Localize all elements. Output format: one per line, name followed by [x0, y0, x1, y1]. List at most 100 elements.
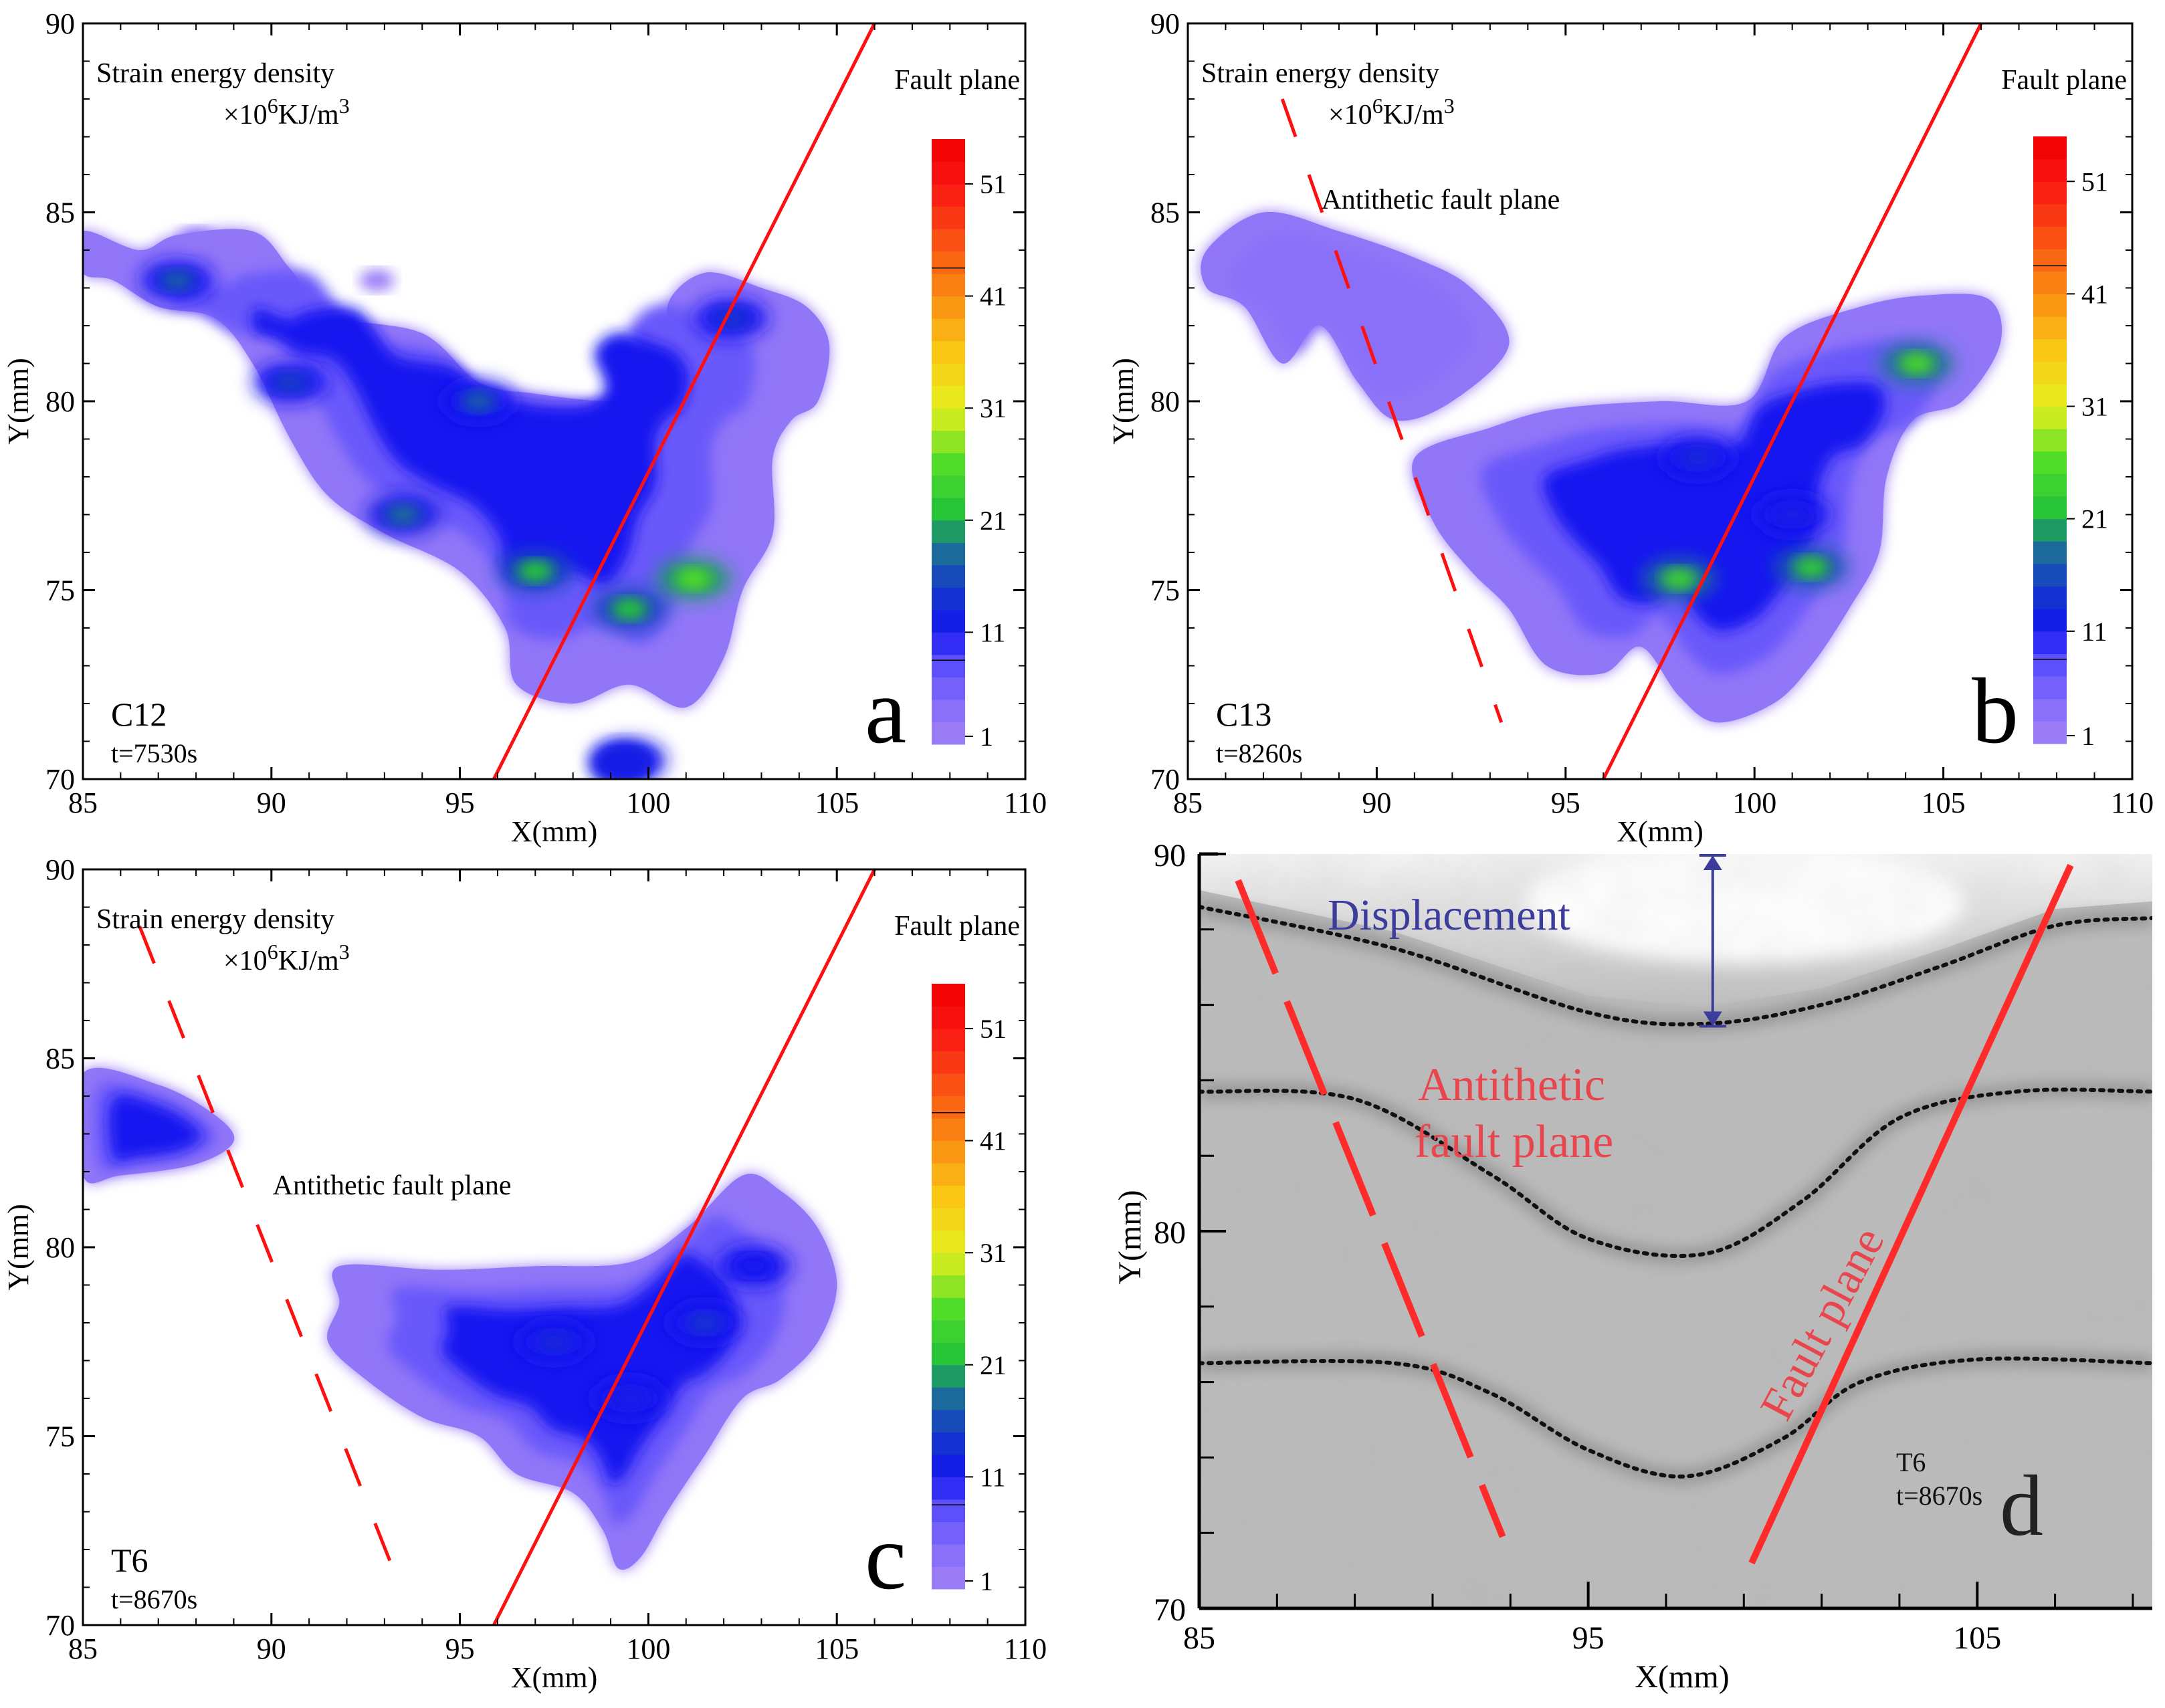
colorbar-band	[2033, 158, 2067, 182]
colorbar-band	[932, 1208, 965, 1231]
contour-band	[251, 307, 689, 585]
colorbar-tick-label: 51	[980, 169, 1007, 199]
unit-mid: KJ/m	[278, 100, 339, 130]
colorbar-band	[932, 1566, 965, 1590]
specimen-label: C13	[1216, 696, 1271, 733]
antithetic-label-line2: fault plane	[1415, 1116, 1613, 1168]
colorbar-band	[932, 475, 965, 498]
x-tick-label: 90	[257, 1632, 286, 1665]
x-tick-label: 95	[445, 1632, 475, 1665]
time-label: t=8260s	[1216, 738, 1302, 768]
colorbar-band	[2033, 271, 2067, 294]
hotspot-core	[536, 1331, 572, 1353]
colorbar-band	[2033, 473, 2067, 497]
colorbar-band	[932, 1275, 965, 1298]
colorbar-band	[932, 1140, 965, 1164]
colorbar-tick-label: 31	[2081, 392, 2108, 422]
hotspot-core	[1899, 352, 1935, 375]
colorbar-tick-label: 41	[980, 1126, 1007, 1156]
colorbar-band	[2033, 361, 2067, 385]
unit-exponent: 3	[339, 94, 350, 118]
colorbar-band	[932, 274, 965, 297]
colorbar-title: Strain energy density	[96, 58, 334, 89]
y-tick-label: 75	[45, 1420, 75, 1453]
colorbar-band	[932, 161, 965, 185]
colorbar-band	[2033, 676, 2067, 700]
x-tick-label: 90	[1362, 786, 1391, 819]
colorbar-tick-label: 1	[980, 722, 993, 752]
colorbar-band	[2033, 653, 2067, 677]
colorbar-band	[2033, 383, 2067, 407]
colorbar-band	[932, 1543, 965, 1567]
hotspot-core	[461, 391, 496, 412]
colorbar-band	[932, 139, 965, 163]
interface-line	[1199, 904, 2152, 1027]
antithetic-fault-line	[1235, 879, 1506, 1538]
colorbar-band	[2033, 541, 2067, 564]
hotspot-core	[612, 598, 647, 620]
colorbar-tick-label: 31	[980, 393, 1007, 423]
colorbar-band	[932, 1432, 965, 1455]
unit-label: ×106KJ/m3	[223, 940, 350, 976]
hotspot-core	[159, 270, 195, 292]
colorbar-band	[932, 722, 965, 745]
y-tick-label: 80	[45, 1231, 75, 1264]
colorbar-band	[932, 385, 965, 409]
x-axis-label: X(mm)	[1617, 815, 1704, 848]
interface-line	[1199, 1356, 2152, 1479]
colorbar-tick-label: 21	[980, 506, 1007, 536]
y-tick-label: 70	[1150, 763, 1180, 796]
unit-mid: KJ/m	[278, 946, 339, 976]
colorbar-tick-label: 1	[2081, 721, 2095, 751]
y-tick-label: 90	[45, 853, 75, 886]
colorbar-band	[2033, 631, 2067, 654]
colorbar-band	[932, 1297, 965, 1321]
y-tick-label: 70	[45, 1609, 75, 1642]
colorbar-band	[932, 251, 965, 274]
colorbar-band	[932, 1095, 965, 1119]
colorbar-band	[2033, 698, 2067, 722]
hotspot-core	[612, 1388, 647, 1409]
antithetic-label-line1: Antithetic	[1418, 1059, 1605, 1111]
colorbar-band	[932, 296, 965, 319]
antithetic-fault-label: Antithetic fault plane	[1321, 185, 1560, 215]
colorbar-band	[932, 1118, 965, 1142]
colorbar-band	[932, 587, 965, 611]
colorbar-tick-label: 21	[980, 1350, 1007, 1380]
contour-field	[1201, 23, 2002, 779]
x-tick-label: 105	[1922, 786, 1966, 819]
y-tick-label: 80	[1150, 385, 1180, 418]
colorbar-band	[2033, 429, 2067, 452]
colorbar-tick-label: 21	[2081, 504, 2108, 534]
colorbar-band	[932, 363, 965, 387]
x-tick-label: 100	[1732, 786, 1776, 819]
colorbar-band	[932, 1364, 965, 1388]
x-tick-label: 85	[1173, 786, 1203, 819]
x-tick-label: 95	[1551, 786, 1580, 819]
colorbar-tick-label: 1	[980, 1566, 993, 1596]
fault-line	[492, 869, 876, 1625]
unit-mid: KJ/m	[1383, 100, 1444, 130]
hotspot-core	[1793, 556, 1829, 578]
x-tick-label: 95	[1572, 1620, 1605, 1656]
colorbar-band	[2033, 406, 2067, 429]
displacement-label: Displacement	[1328, 891, 1570, 940]
colorbar-tick-label: 41	[2081, 279, 2108, 309]
x-axis-label: X(mm)	[511, 815, 598, 848]
contour-band	[441, 1254, 738, 1484]
colorbar-band	[932, 1409, 965, 1432]
isolated-blob	[359, 270, 395, 292]
colorbar-band	[932, 654, 965, 677]
unit-label: ×106KJ/m3	[1328, 94, 1455, 130]
colorbar-tick-label: 11	[2081, 617, 2107, 647]
time-label: t=8670s	[1896, 1481, 1982, 1511]
colorbar-band	[932, 1185, 965, 1208]
colorbar-band	[2033, 518, 2067, 542]
colorbar-band	[2033, 338, 2067, 362]
colorbar-tick-label: 31	[980, 1238, 1007, 1268]
y-axis-label: Y(mm)	[1112, 1190, 1148, 1284]
hotspot-core	[736, 1255, 772, 1277]
colorbar-band	[932, 1521, 965, 1545]
y-tick-label: 90	[45, 7, 75, 40]
